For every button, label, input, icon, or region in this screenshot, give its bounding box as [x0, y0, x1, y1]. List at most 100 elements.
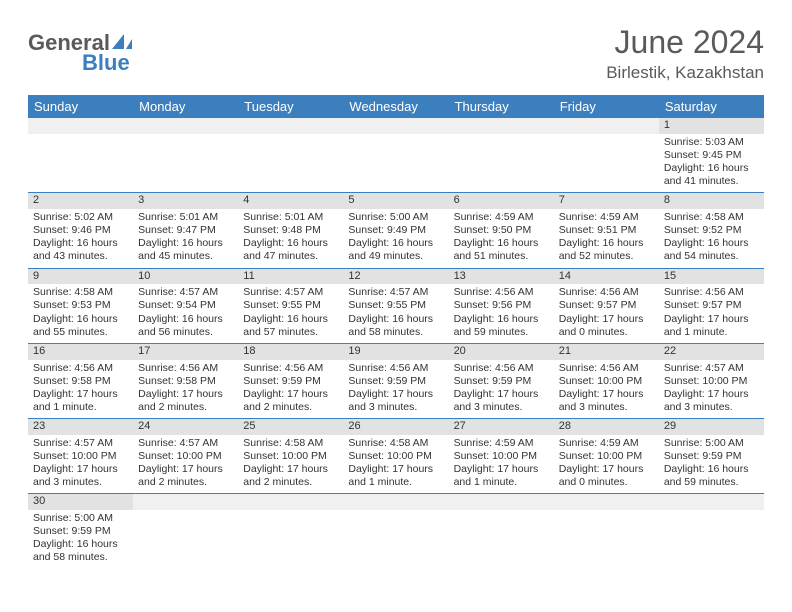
logo: GeneralBlue: [28, 24, 134, 76]
daylight-text: Daylight: 16 hours and 56 minutes.: [138, 313, 233, 339]
calendar-cell: 30Sunrise: 5:00 AMSunset: 9:59 PMDayligh…: [28, 494, 133, 569]
day-details: Sunrise: 4:56 AMSunset: 9:56 PMDaylight:…: [449, 284, 554, 343]
sunrise-text: Sunrise: 4:57 AM: [664, 362, 759, 375]
title-block: June 2024 Birlestik, Kazakhstan: [606, 24, 764, 83]
sunset-text: Sunset: 9:55 PM: [243, 299, 338, 312]
sunrise-text: Sunrise: 4:58 AM: [348, 437, 443, 450]
daylight-text: Daylight: 16 hours and 58 minutes.: [33, 538, 128, 564]
calendar-cell: 22 Sunrise: 4:57 AMSunset: 10:00 PMDaylig…: [659, 343, 764, 418]
calendar-cell: 9Sunrise: 4:58 AMSunset: 9:53 PMDaylight…: [28, 268, 133, 343]
sunset-text: Sunset: 10:00 PM: [243, 450, 338, 463]
calendar-week: 16Sunrise: 4:56 AMSunset: 9:58 PMDayligh…: [28, 343, 764, 418]
calendar-cell: [554, 494, 659, 569]
calendar-cell: [449, 494, 554, 569]
day-details: Sunrise: 4:56 AMSunset: 9:58 PMDaylight:…: [133, 360, 238, 419]
sunset-text: Sunset: 9:53 PM: [33, 299, 128, 312]
day-details: Sunrise: 4:58 AMSunset: 10:00 PMDaylight…: [238, 435, 343, 494]
day-number: 30: [28, 494, 133, 510]
sunrise-text: Sunrise: 4:56 AM: [559, 362, 654, 375]
sunset-text: Sunset: 9:50 PM: [454, 224, 549, 237]
day-number: 9: [28, 269, 133, 285]
logo-text-blue: Blue: [82, 50, 130, 75]
sunrise-text: Sunrise: 4:58 AM: [664, 211, 759, 224]
sunrise-text: Sunrise: 5:01 AM: [243, 211, 338, 224]
calendar-cell: 27Sunrise: 4:59 AMSunset: 10:00 PMDaylig…: [449, 419, 554, 494]
day-number: 22: [659, 344, 764, 360]
calendar-cell: 13Sunrise: 4:56 AMSunset: 9:56 PMDayligh…: [449, 268, 554, 343]
daylight-text: Daylight: 17 hours and 1 minute.: [348, 463, 443, 489]
sunset-text: Sunset: 9:54 PM: [138, 299, 233, 312]
weekday-header: Tuesday: [238, 95, 343, 118]
calendar-week: 9Sunrise: 4:58 AMSunset: 9:53 PMDaylight…: [28, 268, 764, 343]
sunrise-text: Sunrise: 5:00 AM: [664, 437, 759, 450]
daylight-text: Daylight: 17 hours and 2 minutes.: [243, 388, 338, 414]
day-details: Sunrise: 4:56 AMSunset: 9:57 PMDaylight:…: [659, 284, 764, 343]
calendar-cell: 10Sunrise: 4:57 AMSunset: 9:54 PMDayligh…: [133, 268, 238, 343]
day-details: Sunrise: 5:03 AMSunset: 9:45 PMDaylight:…: [659, 134, 764, 193]
sunrise-text: Sunrise: 4:59 AM: [559, 211, 654, 224]
day-details: Sunrise: 5:01 AMSunset: 9:47 PMDaylight:…: [133, 209, 238, 268]
day-number: 3: [133, 193, 238, 209]
day-number: 14: [554, 269, 659, 285]
daylight-text: Daylight: 17 hours and 3 minutes.: [664, 388, 759, 414]
daylight-text: Daylight: 17 hours and 0 minutes.: [559, 313, 654, 339]
sunrise-text: Sunrise: 4:56 AM: [664, 286, 759, 299]
sunrise-text: Sunrise: 4:59 AM: [454, 437, 549, 450]
daylight-text: Daylight: 16 hours and 51 minutes.: [454, 237, 549, 263]
day-details: Sunrise: 5:02 AMSunset: 9:46 PMDaylight:…: [28, 209, 133, 268]
month-title: June 2024: [606, 24, 764, 61]
day-number: 4: [238, 193, 343, 209]
sunset-text: Sunset: 9:56 PM: [454, 299, 549, 312]
calendar-cell: 29Sunrise: 5:00 AMSunset: 9:59 PMDayligh…: [659, 419, 764, 494]
daylight-text: Daylight: 16 hours and 59 minutes.: [664, 463, 759, 489]
calendar-cell: 20Sunrise: 4:56 AMSunset: 9:59 PMDayligh…: [449, 343, 554, 418]
calendar-header-row: SundayMondayTuesdayWednesdayThursdayFrid…: [28, 95, 764, 118]
day-details: Sunrise: 5:01 AMSunset: 9:48 PMDaylight:…: [238, 209, 343, 268]
weekday-header: Wednesday: [343, 95, 448, 118]
calendar-cell: [28, 118, 133, 193]
daylight-text: Daylight: 16 hours and 55 minutes.: [33, 313, 128, 339]
calendar-week: 2Sunrise: 5:02 AMSunset: 9:46 PMDaylight…: [28, 193, 764, 268]
calendar-cell: 12Sunrise: 4:57 AMSunset: 9:55 PMDayligh…: [343, 268, 448, 343]
day-details: Sunrise: 4:58 AMSunset: 9:53 PMDaylight:…: [28, 284, 133, 343]
day-number: 25: [238, 419, 343, 435]
calendar-week: 1Sunrise: 5:03 AMSunset: 9:45 PMDaylight…: [28, 118, 764, 193]
day-details: Sunrise: 4:56 AMSunset: 9:58 PMDaylight:…: [28, 360, 133, 419]
sunset-text: Sunset: 9:47 PM: [138, 224, 233, 237]
calendar-cell: [133, 118, 238, 193]
daylight-text: Daylight: 16 hours and 49 minutes.: [348, 237, 443, 263]
calendar-week: 23Sunrise: 4:57 AMSunset: 10:00 PMDaylig…: [28, 419, 764, 494]
calendar-cell: 11Sunrise: 4:57 AMSunset: 9:55 PMDayligh…: [238, 268, 343, 343]
calendar-cell: 28Sunrise: 4:59 AMSunset: 10:00 PMDaylig…: [554, 419, 659, 494]
sunset-text: Sunset: 10:00 PM: [138, 450, 233, 463]
calendar-cell: 21Sunrise: 4:56 AMSunset: 10:00 PMDaylig…: [554, 343, 659, 418]
daylight-text: Daylight: 17 hours and 2 minutes.: [138, 463, 233, 489]
sunset-text: Sunset: 10:00 PM: [664, 375, 759, 388]
day-details: Sunrise: 4:56 AMSunset: 9:59 PMDaylight:…: [343, 360, 448, 419]
weekday-header: Sunday: [28, 95, 133, 118]
calendar-cell: 24Sunrise: 4:57 AMSunset: 10:00 PMDaylig…: [133, 419, 238, 494]
daylight-text: Daylight: 16 hours and 58 minutes.: [348, 313, 443, 339]
sunrise-text: Sunrise: 4:58 AM: [243, 437, 338, 450]
day-details: Sunrise: 4:57 AMSunset: 10:00 PMDaylight…: [28, 435, 133, 494]
daylight-text: Daylight: 16 hours and 41 minutes.: [664, 162, 759, 188]
day-details: Sunrise: 4:57 AMSunset: 9:54 PMDaylight:…: [133, 284, 238, 343]
sunrise-text: Sunrise: 4:56 AM: [348, 362, 443, 375]
sunrise-text: Sunrise: 4:56 AM: [33, 362, 128, 375]
day-number: 26: [343, 419, 448, 435]
sunset-text: Sunset: 10:00 PM: [454, 450, 549, 463]
sunrise-text: Sunrise: 4:57 AM: [138, 286, 233, 299]
calendar-cell: [133, 494, 238, 569]
sunrise-text: Sunrise: 4:57 AM: [348, 286, 443, 299]
day-number: 27: [449, 419, 554, 435]
daylight-text: Daylight: 17 hours and 2 minutes.: [138, 388, 233, 414]
day-details: Sunrise: 5:00 AMSunset: 9:49 PMDaylight:…: [343, 209, 448, 268]
weekday-header: Friday: [554, 95, 659, 118]
calendar-cell: 19Sunrise: 4:56 AMSunset: 9:59 PMDayligh…: [343, 343, 448, 418]
daylight-text: Daylight: 17 hours and 3 minutes.: [348, 388, 443, 414]
sunset-text: Sunset: 9:59 PM: [33, 525, 128, 538]
sunrise-text: Sunrise: 4:57 AM: [243, 286, 338, 299]
daylight-text: Daylight: 17 hours and 3 minutes.: [33, 463, 128, 489]
day-number: 12: [343, 269, 448, 285]
sunset-text: Sunset: 9:49 PM: [348, 224, 443, 237]
